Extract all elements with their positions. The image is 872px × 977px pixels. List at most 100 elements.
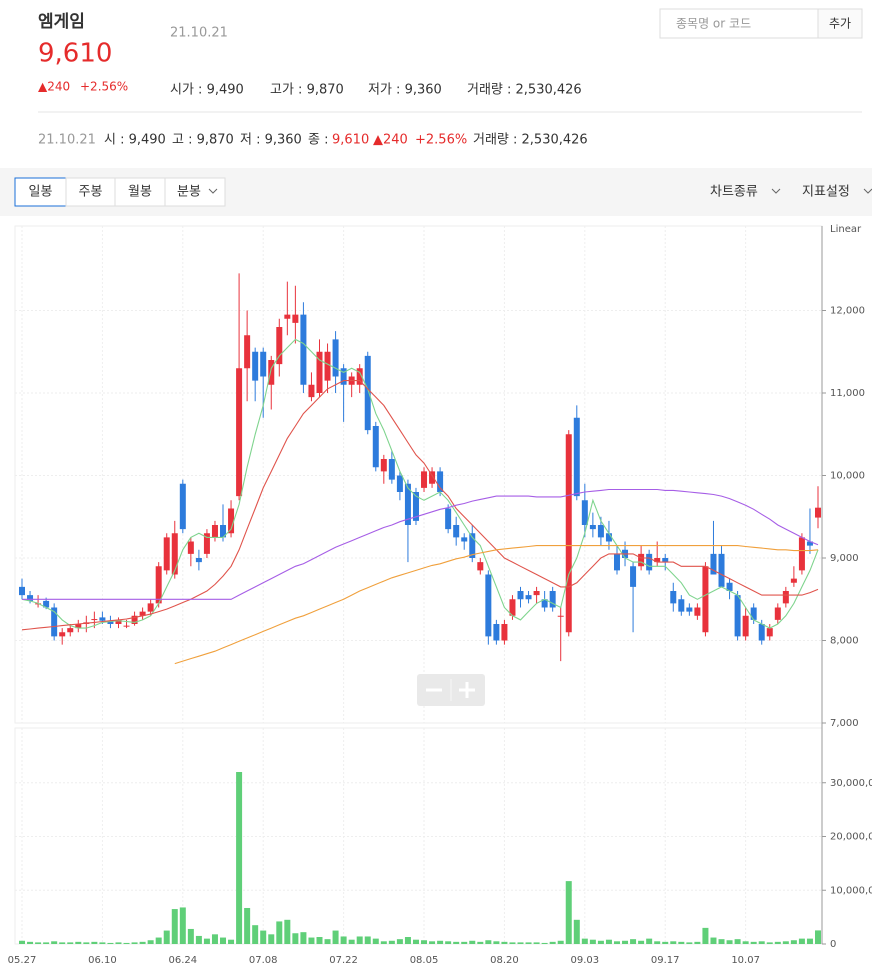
- y-tick-label: 9,000: [830, 553, 859, 564]
- candle-body: [187, 541, 194, 554]
- candle-body: [493, 624, 500, 641]
- candle-body: [412, 492, 419, 521]
- volume-bar: [332, 930, 339, 944]
- chart-type-menu[interactable]: 차트종류: [710, 185, 758, 200]
- volume-bar: [195, 935, 202, 944]
- y-tick-label: 30,000,000: [830, 778, 872, 789]
- marks: [19, 273, 821, 944]
- volume-stat: 거래량 : 2,530,426: [467, 83, 582, 98]
- candle-body: [597, 525, 604, 538]
- candle-body: [123, 625, 130, 627]
- volume-bar: [211, 934, 218, 944]
- price-change: ▲240: [38, 80, 70, 94]
- volume-bar: [404, 937, 411, 944]
- volume-bar: [268, 934, 275, 944]
- candle-body: [485, 574, 492, 637]
- indicator-menu[interactable]: 지표설정: [802, 185, 850, 200]
- candle-body: [678, 599, 685, 612]
- search-input[interactable]: [659, 8, 819, 39]
- x-tick-label: 07.22: [329, 955, 358, 966]
- volume-bar: [742, 941, 749, 944]
- period-tab-label: 주봉: [79, 185, 103, 200]
- volume-bar: [388, 940, 395, 944]
- volume-bar: [19, 940, 25, 944]
- period-tab[interactable]: [164, 177, 226, 207]
- candle-body: [437, 471, 444, 492]
- candle-body: [356, 368, 363, 385]
- candle-body: [195, 558, 202, 563]
- candle-body: [734, 595, 741, 637]
- period-tabs: 일봉 주봉 월봉 분봉: [14, 177, 226, 207]
- period-tab-label: 분봉: [177, 185, 201, 200]
- volume-bar: [236, 772, 243, 944]
- volume-bar: [445, 941, 452, 944]
- volume-bar: [774, 941, 781, 944]
- y-tick-label: 8,000: [830, 636, 859, 647]
- candle-body: [43, 600, 50, 608]
- volume-bar: [252, 925, 259, 944]
- candle-body: [179, 483, 186, 530]
- volume-bar: [469, 940, 476, 944]
- volume-bar: [99, 942, 106, 944]
- volume-bar: [292, 933, 299, 944]
- candle-body: [332, 339, 339, 377]
- volume-bar: [782, 941, 789, 944]
- volume-bar: [806, 938, 813, 944]
- volume-bar: [437, 940, 444, 944]
- candle-body: [806, 541, 813, 546]
- candle-body: [155, 566, 162, 604]
- candle-body: [171, 533, 178, 575]
- summary-volume: 거래량 : 2,530,426: [473, 133, 588, 148]
- volume-bar: [565, 881, 572, 944]
- volume-bar: [798, 938, 805, 944]
- volume-bar: [380, 941, 387, 944]
- volume-bar: [654, 941, 661, 944]
- candle-body: [340, 368, 347, 385]
- volume-bar: [589, 939, 596, 944]
- moving-average-line: [174, 545, 819, 665]
- candle-body: [549, 591, 556, 608]
- grid: 7,000 8,000 9,000 10,000 11,000 12,000 0 10,000…: [8, 226, 872, 966]
- summary-close-label: 종 :: [308, 133, 328, 148]
- volume-bar: [163, 930, 170, 944]
- volume-bar: [485, 940, 492, 944]
- volume-bar: [171, 909, 178, 944]
- y-tick-label: 0: [830, 939, 836, 950]
- candle-body: [372, 426, 379, 468]
- x-tick-label: 05.27: [8, 955, 37, 966]
- volume-bar: [123, 942, 130, 944]
- candle-body: [525, 595, 532, 600]
- volume-bar: [139, 941, 146, 944]
- candle-body: [718, 553, 725, 587]
- candle-body: [220, 525, 227, 538]
- add-button[interactable]: [817, 8, 863, 39]
- moving-average-line: [21, 380, 819, 631]
- price-panel: [14, 225, 823, 724]
- x-tick-label: 06.10: [88, 955, 117, 966]
- candle-body: [694, 607, 701, 616]
- volume-bar: [412, 939, 419, 944]
- volume-bar: [107, 942, 114, 944]
- volume-bar: [228, 939, 235, 944]
- candle-body: [541, 599, 548, 608]
- chevron: [208, 188, 218, 194]
- candle-body: [750, 607, 757, 620]
- period-tab[interactable]: [14, 177, 67, 207]
- price-change-rate: +2.56%: [80, 80, 128, 94]
- period-tab[interactable]: [65, 177, 116, 207]
- volume-bar: [694, 941, 701, 944]
- volume-bar: [453, 941, 460, 944]
- summary-change-rate: +2.56%: [415, 133, 467, 148]
- volume-bar: [461, 941, 468, 944]
- candle-body: [268, 360, 275, 385]
- volume-bar: [220, 937, 227, 944]
- volume-bar: [493, 941, 500, 944]
- candle-body: [638, 553, 645, 567]
- candle-body: [758, 624, 765, 641]
- current-price: 9,610: [38, 39, 112, 69]
- candle-body: [244, 335, 251, 369]
- y-tick-label: 7,000: [830, 718, 859, 729]
- candle-body: [276, 327, 283, 365]
- candle-body: [461, 537, 468, 542]
